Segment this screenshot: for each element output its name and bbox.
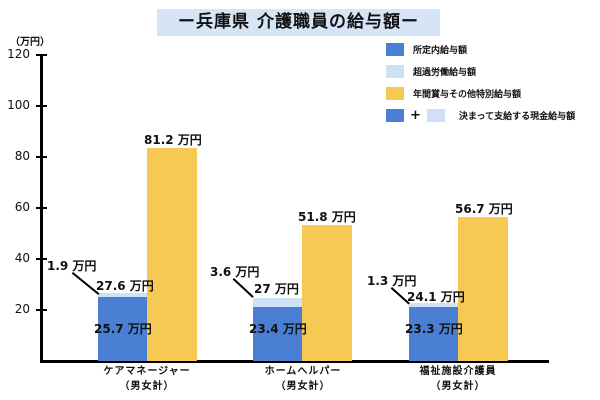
- bar-bonus: [147, 148, 197, 361]
- bonus-value-label: 51.8 万円: [298, 210, 356, 224]
- y-tick-label: 20: [14, 302, 30, 316]
- bar-overtime: [98, 293, 147, 297]
- bar-scheduled: [409, 307, 458, 361]
- y-tick: [36, 54, 47, 56]
- chart-title: ー兵庫県 介護職員の給与額ー: [157, 9, 440, 36]
- overtime-value-label: 1.9 万円: [47, 259, 97, 273]
- scheduled-value-label: 25.7 万円: [94, 322, 152, 336]
- legend-swatch-blue: [386, 108, 404, 122]
- total-value-label: 24.1 万円: [407, 290, 465, 304]
- y-tick: [36, 207, 47, 209]
- bar-bonus: [458, 217, 508, 361]
- bar-scheduled: [253, 307, 302, 361]
- y-tick-label: 120: [7, 47, 30, 61]
- legend-item-scheduled: 所定内給与額: [386, 42, 467, 56]
- y-axis-unit-label: （万円）: [10, 37, 50, 48]
- y-tick: [36, 105, 47, 107]
- category-label: ホームヘルパー （男女計）: [264, 366, 342, 392]
- total-value-label: 27 万円: [254, 282, 299, 296]
- leader-line: [232, 278, 254, 298]
- bar-scheduled: [98, 297, 147, 361]
- total-value-label: 27.6 万円: [96, 279, 154, 293]
- bar-overtime: [253, 298, 302, 307]
- category-label: 福祉施設介護員 （男女計）: [419, 366, 497, 392]
- scheduled-value-label: 23.4 万円: [249, 322, 307, 336]
- legend-item-bonus: 年間賞与その他特別給与額: [386, 86, 521, 100]
- y-tick: [36, 258, 47, 260]
- legend-swatch-lightblue: [386, 64, 404, 78]
- bar-overtime: [409, 303, 458, 307]
- y-tick-label: 60: [14, 200, 30, 214]
- legend-swatch-yellow: [386, 86, 404, 100]
- scheduled-value-label: 23.3 万円: [405, 322, 463, 336]
- y-tick: [36, 309, 47, 311]
- x-axis-line: [40, 360, 549, 363]
- y-axis-line: [40, 55, 43, 363]
- overtime-value-label: 3.6 万円: [210, 265, 260, 279]
- y-tick-label: 80: [14, 149, 30, 163]
- legend-item-overtime: 超過労働給与額: [386, 64, 476, 78]
- overtime-value-label: 1.3 万円: [367, 274, 417, 288]
- bonus-value-label: 56.7 万円: [455, 202, 513, 216]
- y-tick-label: 40: [14, 251, 30, 265]
- legend-swatch-blue: [386, 42, 404, 56]
- bar-bonus: [302, 225, 352, 361]
- y-tick-label: 100: [7, 98, 30, 112]
- legend-swatch-lightblue: [426, 108, 445, 122]
- category-label: ケアマネージャー （男女計）: [103, 366, 191, 392]
- y-tick: [36, 156, 47, 158]
- bonus-value-label: 81.2 万円: [144, 133, 202, 147]
- legend-item-total: + 決まって支給する現金給与額: [386, 108, 575, 123]
